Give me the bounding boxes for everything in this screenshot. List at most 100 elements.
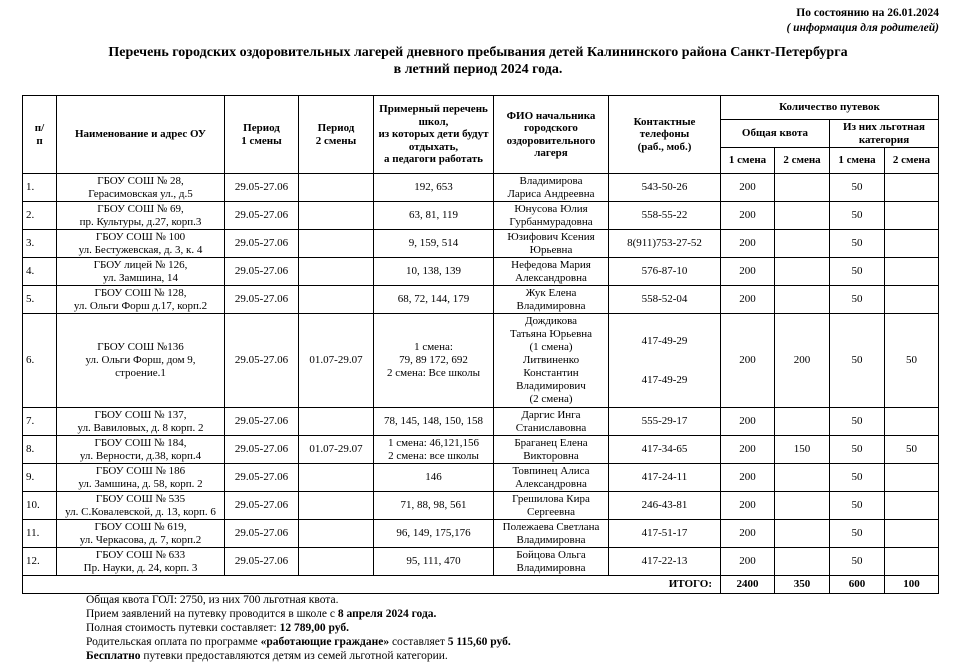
cell-quota-shift2: [774, 229, 830, 258]
cell-phones: 543-50-26: [608, 173, 721, 202]
cell-priv-shift2: [884, 201, 939, 230]
col-header-period1: Период 1 смены: [224, 95, 299, 174]
cell-schools: 96, 149, 175,176: [373, 519, 494, 548]
cell-priv-shift1: 50: [829, 173, 885, 202]
cell-quota-shift2: [774, 407, 830, 436]
cell-num: 9.: [22, 463, 57, 492]
cell-quota-shift1: 200: [720, 491, 775, 520]
status-info: ( информация для родителей): [786, 22, 939, 34]
cell-quota-shift2: [774, 463, 830, 492]
cell-fio: Нефедова Мария Александровна: [493, 257, 609, 286]
cell-period1: 29.05-27.06: [224, 173, 299, 202]
cell-period1: 29.05-27.06: [224, 519, 299, 548]
cell-quota-shift1: 200: [720, 285, 775, 314]
cell-ou-name: ГБОУ СОШ № 535 ул. С.Ковалевской, д. 13,…: [56, 491, 225, 520]
cell-quota-shift2: [774, 491, 830, 520]
note-text: составляет: [389, 636, 448, 648]
cell-priv-shift1: 50: [829, 285, 885, 314]
cell-quota-shift2: [774, 285, 830, 314]
cell-period1: 29.05-27.06: [224, 257, 299, 286]
cell-quota-shift1: 200: [720, 201, 775, 230]
cell-priv-shift1: 50: [829, 313, 885, 408]
cell-num: 6.: [22, 313, 57, 408]
cell-schools: 10, 138, 139: [373, 257, 494, 286]
cell-period2: [298, 229, 374, 258]
cell-quota-shift1: 200: [720, 407, 775, 436]
cell-phones: 246-43-81: [608, 491, 721, 520]
cell-period2: [298, 519, 374, 548]
cell-priv-shift2: [884, 229, 939, 258]
cell-priv-shift1: 50: [829, 463, 885, 492]
cell-quota-shift1: 200: [720, 463, 775, 492]
cell-ou-name: ГБОУ СОШ № 128, ул. Ольги Форш д.17, кор…: [56, 285, 225, 314]
cell-period1: 29.05-27.06: [224, 285, 299, 314]
cell-schools: 68, 72, 144, 179: [373, 285, 494, 314]
cell-num: 1.: [22, 173, 57, 202]
cell-num: 10.: [22, 491, 57, 520]
cell-priv-shift2: [884, 491, 939, 520]
cell-phones: 417-22-13: [608, 547, 721, 576]
col-header-privileged: Из них льготная категория: [829, 119, 939, 148]
cell-fio: Товпинец Алиса Александровна: [493, 463, 609, 492]
note-text: путевки предоставляются детям из семей л…: [140, 650, 448, 662]
page-title: Перечень городских оздоровительных лагер…: [108, 45, 848, 77]
cell-ou-name: ГБОУ СОШ № 184, ул. Верности, д.38, корп…: [56, 435, 225, 464]
cell-fio: Дождикова Татьяна Юрьевна (1 смена) Литв…: [493, 313, 609, 408]
table-row: 6. ГБОУ СОШ №136 ул. Ольги Форш, дом 9, …: [22, 313, 939, 408]
cell-schools: 63, 81, 119: [373, 201, 494, 230]
footer-note-line: Общая квота ГОЛ: 2750, из них 700 льготн…: [86, 593, 511, 607]
cell-period1: 29.05-27.06: [224, 547, 299, 576]
total-label: ИТОГО:: [22, 575, 721, 594]
cell-quota-shift2: 150: [774, 435, 830, 464]
cell-quota-shift1: 200: [720, 519, 775, 548]
note-text: Родительская оплата по программе: [86, 636, 261, 648]
cell-ou-name: ГБОУ СОШ № 100 ул. Бестужевская, д. 3, к…: [56, 229, 225, 258]
table-row: 9. ГБОУ СОШ № 186 ул. Замшина, д. 58, ко…: [22, 463, 939, 492]
cell-fio: Владимирова Лариса Андреевна: [493, 173, 609, 202]
total-quota-shift1: 2400: [720, 575, 775, 594]
cell-period2: [298, 407, 374, 436]
note-text-bold: 5 115,60 руб.: [447, 636, 511, 648]
cell-num: 5.: [22, 285, 57, 314]
col-header-quota-shift1: 1 смена: [720, 147, 775, 174]
cell-phones: 417-24-11: [608, 463, 721, 492]
footer-notes: Общая квота ГОЛ: 2750, из них 700 льготн…: [86, 593, 511, 663]
cell-priv-shift1: 50: [829, 257, 885, 286]
cell-fio: Браганец Елена Викторовна: [493, 435, 609, 464]
cell-fio: Полежаева Светлана Владимировна: [493, 519, 609, 548]
cell-priv-shift1: 50: [829, 201, 885, 230]
cell-num: 11.: [22, 519, 57, 548]
cell-quota-shift1: 200: [720, 229, 775, 258]
cell-priv-shift2: [884, 463, 939, 492]
footer-note-line: Полная стоимость путевки составляет: 12 …: [86, 621, 511, 635]
cell-num: 8.: [22, 435, 57, 464]
cell-quota-shift1: 200: [720, 313, 775, 408]
cell-schools: 146: [373, 463, 494, 492]
cell-num: 12.: [22, 547, 57, 576]
col-header-vouchers: Количество путевок: [720, 95, 939, 120]
cell-schools: 95, 111, 470: [373, 547, 494, 576]
camps-table: п/ п Наименование и адрес ОУ Период 1 см…: [22, 95, 939, 594]
cell-phones: 576-87-10: [608, 257, 721, 286]
table-row: 10. ГБОУ СОШ № 535 ул. С.Ковалевской, д.…: [22, 491, 939, 520]
header-row-2: Общая квота Из них льготная категория: [23, 119, 939, 148]
cell-period1: 29.05-27.06: [224, 435, 299, 464]
table-row: 8. ГБОУ СОШ № 184, ул. Верности, д.38, к…: [22, 435, 939, 464]
header-row-1: п/ п Наименование и адрес ОУ Период 1 см…: [22, 95, 939, 174]
cell-quota-shift2: [774, 173, 830, 202]
col-header-phones: Контактные телефоны (раб., моб.): [608, 95, 721, 174]
status-date: По состоянию на 26.01.2024: [796, 7, 939, 19]
cell-num: 2.: [22, 201, 57, 230]
col-header-schools: Примерный перечень школ, из которых дети…: [373, 95, 494, 174]
cell-priv-shift2: [884, 285, 939, 314]
cell-quota-shift2: [774, 519, 830, 548]
cell-priv-shift2: 50: [884, 435, 939, 464]
cell-num: 7.: [22, 407, 57, 436]
cell-priv-shift1: 50: [829, 547, 885, 576]
cell-quota-shift1: 200: [720, 547, 775, 576]
cell-fio: Даргис Инга Станиславовна: [493, 407, 609, 436]
col-header-name: Наименование и адрес ОУ: [56, 95, 225, 174]
cell-fio: Юнусова Юлия Гурбанмурадовна: [493, 201, 609, 230]
cell-period2: [298, 463, 374, 492]
table-row: 3. ГБОУ СОШ № 100 ул. Бестужевская, д. 3…: [22, 229, 939, 258]
